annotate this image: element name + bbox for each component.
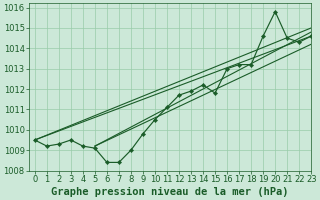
X-axis label: Graphe pression niveau de la mer (hPa): Graphe pression niveau de la mer (hPa) (51, 186, 289, 197)
